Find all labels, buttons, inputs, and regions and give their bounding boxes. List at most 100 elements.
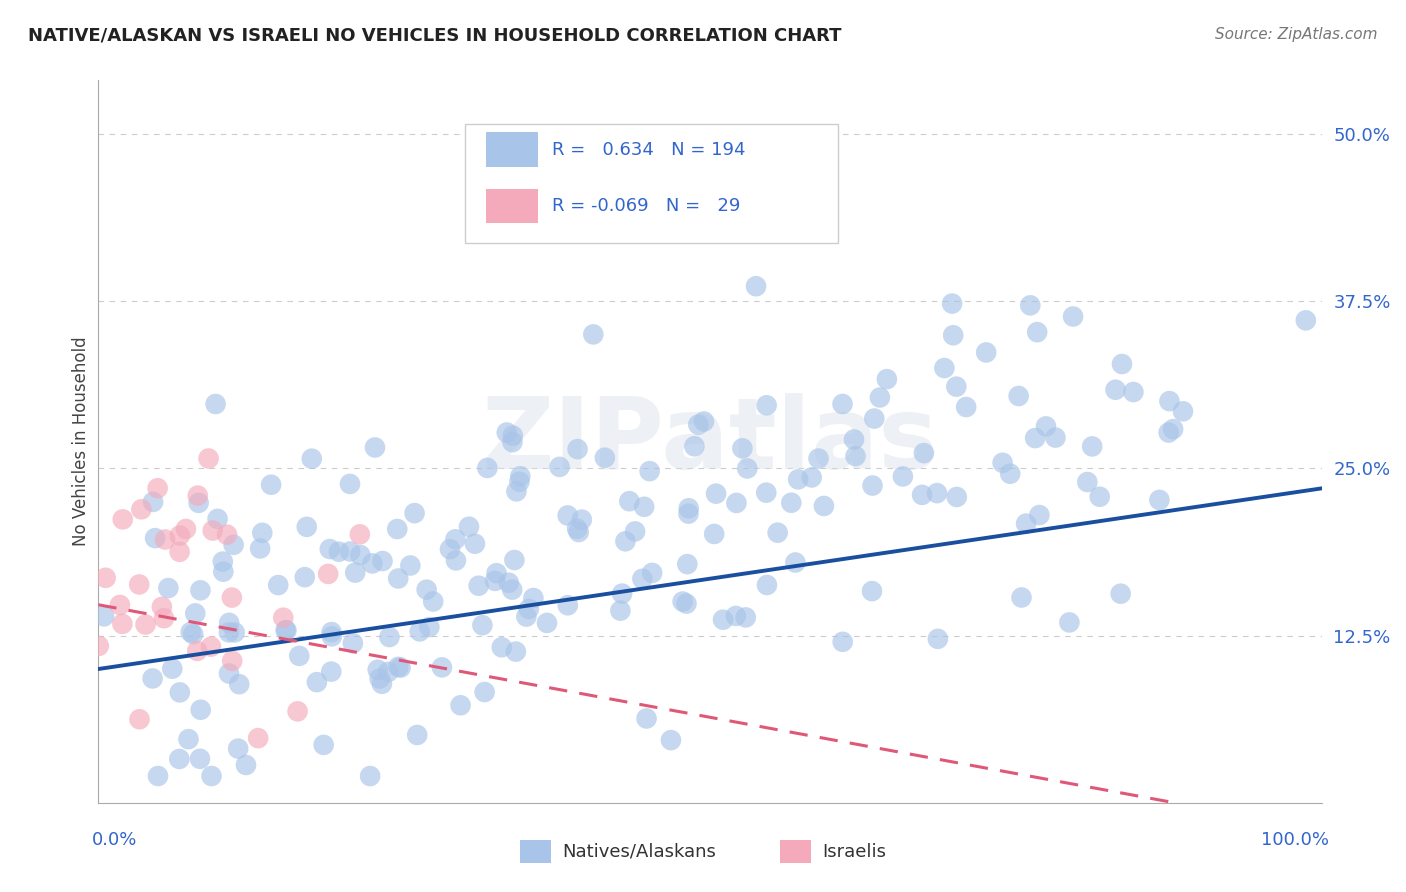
Point [945,379,967,393]
Point [135,617,157,632]
Point [1015,516,1038,531]
Point [295,520,318,534]
Point [491,640,513,655]
Point [610,586,633,600]
Point [831,397,853,411]
Point [1157,425,1180,440]
Point [146,481,169,495]
Text: Israelis: Israelis [823,843,887,861]
Point [188,752,211,766]
Bar [486,132,537,167]
Point [955,400,977,414]
Point [321,629,343,643]
Point [734,610,756,624]
Text: ZIPatlas: ZIPatlas [482,393,938,490]
Point [1059,615,1081,630]
Point [228,677,250,691]
Point [187,496,209,510]
Point [247,731,270,746]
Point [725,496,748,510]
Point [349,548,371,562]
Point [638,464,661,478]
Point [567,442,589,457]
Point [548,459,571,474]
Text: Source: ZipAtlas.com: Source: ZipAtlas.com [1215,27,1378,42]
Point [218,615,240,630]
Point [755,578,778,592]
Point [1035,419,1057,434]
Text: NATIVE/ALASKAN VS ISRAELI NO VEHICLES IN HOUSEHOLD CORRELATION CHART: NATIVE/ALASKAN VS ISRAELI NO VEHICLES IN… [28,27,842,45]
Point [1024,431,1046,445]
Point [860,584,883,599]
Point [467,579,489,593]
Point [869,391,891,405]
Point [201,524,224,538]
Point [222,538,245,552]
Point [190,703,212,717]
Point [731,442,754,456]
Point [260,477,283,491]
Point [94,571,117,585]
Point [249,541,271,556]
Point [169,545,191,559]
Point [224,625,246,640]
Point [633,500,655,514]
Point [974,345,997,359]
Point [785,556,807,570]
Point [484,574,506,588]
Point [444,533,467,547]
Point [724,609,747,624]
Point [211,555,233,569]
Point [672,594,695,608]
Point [485,566,508,581]
Point [128,712,150,726]
Point [218,625,240,640]
Point [807,451,830,466]
Point [276,624,298,638]
Point [316,566,339,581]
Text: Natives/Alaskans: Natives/Alaskans [562,843,716,861]
Point [128,577,150,591]
Point [371,677,394,691]
Point [186,644,208,658]
Point [378,630,401,644]
Text: 0.0%: 0.0% [91,831,136,849]
Point [659,733,682,747]
Point [349,527,371,541]
Point [1171,404,1194,418]
Point [190,583,212,598]
Point [842,433,865,447]
Text: 100.0%: 100.0% [1261,831,1329,849]
Point [169,685,191,699]
Point [568,524,591,539]
Point [1104,383,1126,397]
Point [631,572,654,586]
Point [344,566,367,580]
Point [321,665,343,679]
Point [557,599,579,613]
Point [571,513,593,527]
Point [501,435,523,450]
Point [342,636,364,650]
Point [387,522,409,536]
Point [111,616,134,631]
Point [1159,394,1181,409]
Point [181,627,204,641]
Point [439,542,461,557]
Point [288,648,311,663]
Point [503,553,526,567]
Point [359,769,381,783]
Point [274,623,297,637]
Point [146,769,169,783]
Point [93,609,115,624]
Point [1045,431,1067,445]
Point [312,738,335,752]
Point [1011,591,1033,605]
Point [464,537,486,551]
Point [252,525,274,540]
Point [636,711,658,725]
Point [1019,298,1042,312]
Point [108,598,131,612]
Point [502,428,524,442]
Point [1122,385,1144,400]
